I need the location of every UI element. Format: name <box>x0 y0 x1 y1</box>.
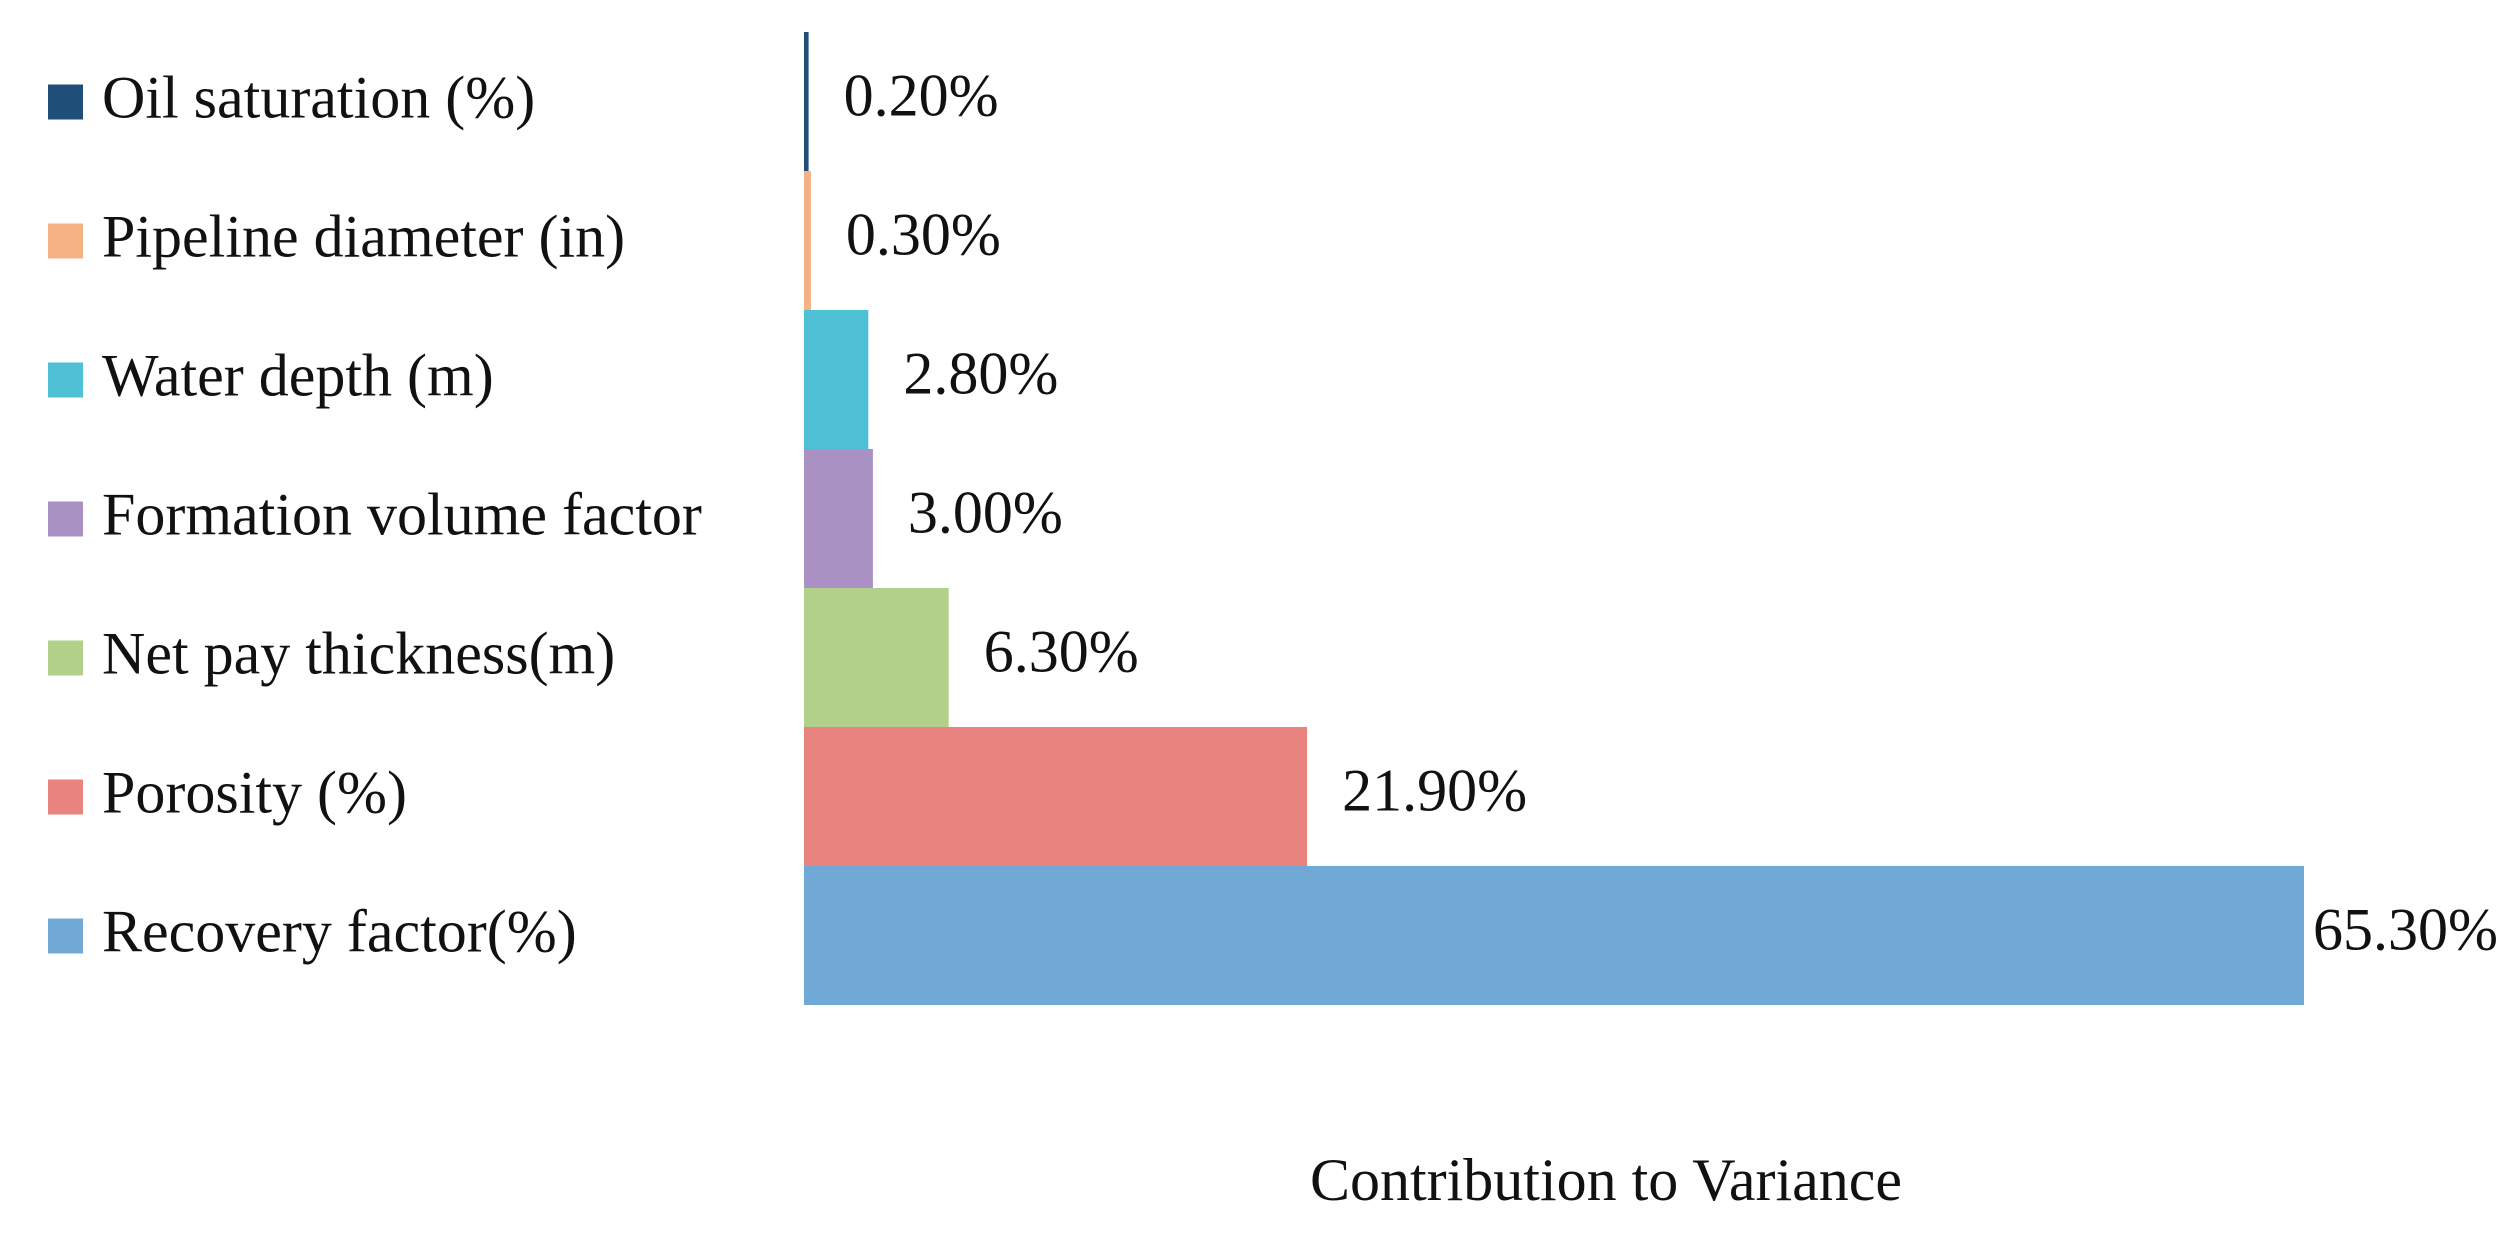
legend-label: Net pay thickness(m) <box>102 620 615 686</box>
bar <box>804 171 811 310</box>
legend-label: Formation volume factor <box>102 481 702 547</box>
data-label: 2.80% <box>903 340 1058 406</box>
bar <box>804 32 809 171</box>
bar <box>804 866 2304 1005</box>
legend-swatch <box>48 779 83 815</box>
data-label: 0.30% <box>846 201 1001 267</box>
data-label: 21.90% <box>1342 757 1527 823</box>
legend-label: Oil saturation (%) <box>102 64 535 130</box>
legend-swatch <box>48 223 83 259</box>
legend-swatch <box>48 640 83 676</box>
legend-label: Pipeline diameter (in) <box>102 203 625 269</box>
bar <box>804 449 873 588</box>
legend-swatch <box>48 918 83 954</box>
legend-label: Porosity (%) <box>102 759 407 825</box>
bar <box>804 727 1308 866</box>
x-axis-title: Contribution to Variance <box>1310 1147 1902 1213</box>
data-label: 0.20% <box>844 62 999 128</box>
data-label: 65.30% <box>2313 896 2498 962</box>
data-label: 3.00% <box>908 479 1063 545</box>
legend-swatch <box>48 501 83 537</box>
legend-label: Water depth (m) <box>102 342 494 408</box>
legend-label: Recovery factor(%) <box>102 898 577 964</box>
bar <box>804 310 869 449</box>
legend-swatch <box>48 84 83 120</box>
legend-swatch <box>48 362 83 398</box>
bar <box>804 588 949 727</box>
data-label: 6.30% <box>984 618 1139 684</box>
